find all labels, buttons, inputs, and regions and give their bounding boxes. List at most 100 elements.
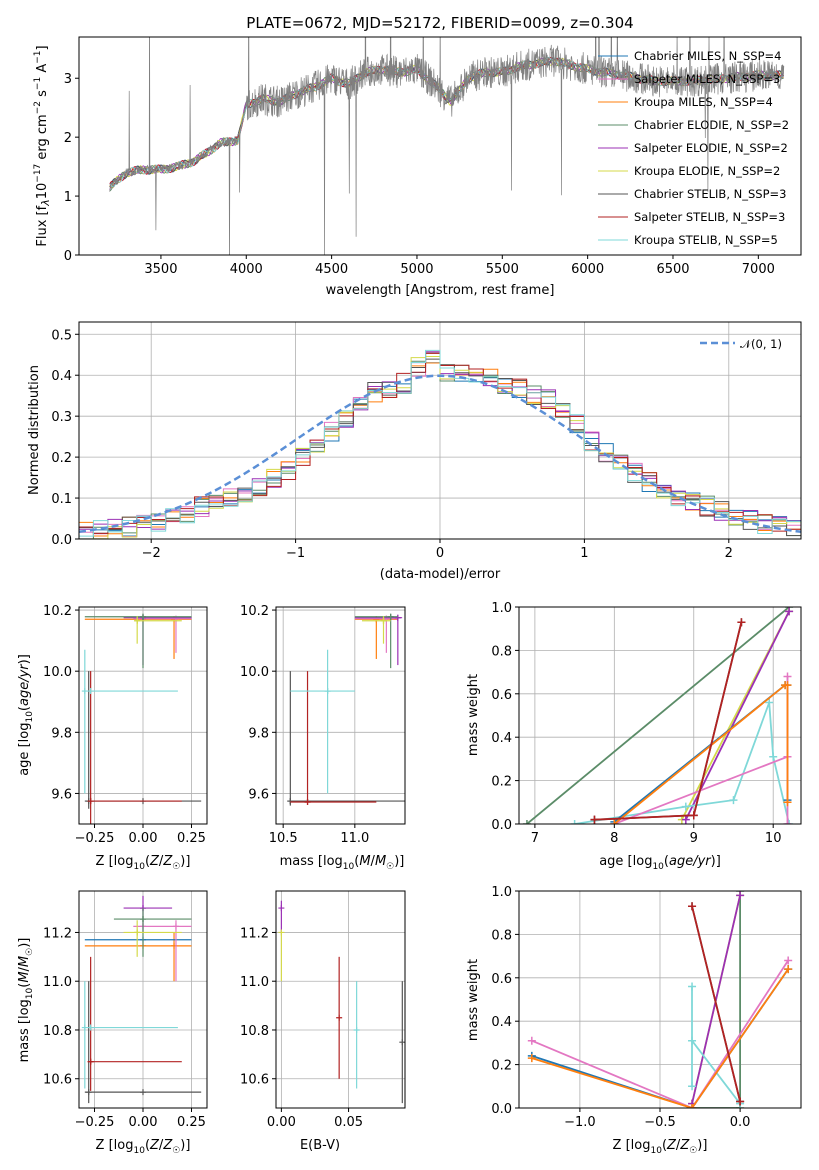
y-tick-label: 0.4 <box>51 369 72 384</box>
axes-frame <box>518 606 802 825</box>
axes-frame <box>275 606 406 825</box>
legend-label: Chabrier ELODIE, N_SSP=2 <box>634 118 789 132</box>
series-line <box>691 905 741 1102</box>
legend-label: Kroupa STELIB, N_SSP=5 <box>634 233 778 247</box>
axes-frame <box>78 321 802 540</box>
y-tick-label: 10.6 <box>43 1073 72 1088</box>
series-marker <box>688 1036 697 1045</box>
point-marker <box>278 929 285 936</box>
y-tick-label: 10.0 <box>43 665 72 680</box>
series-marker <box>784 965 793 974</box>
point-marker <box>399 1039 405 1046</box>
z-age-panel: −0.25 0.00 0.25 9.6 9.8 10.0 10.2 <box>43 604 208 846</box>
x-tick-label: 10.5 <box>269 831 298 846</box>
age-massweight-ylabel: mass weight <box>466 674 481 756</box>
axes-frame <box>78 36 802 256</box>
x-tick-label: 7 <box>531 831 539 846</box>
legend-label: Salpeter MILES, N_SSP=3 <box>634 72 780 86</box>
y-tick-label: 1.0 <box>491 885 512 900</box>
age-massweight-panel: 7 8 9 10 0.0 0.2 0.4 0.6 0.8 1.0 <box>491 601 802 846</box>
point-marker <box>140 916 146 923</box>
y-tick-label: 0.3 <box>51 410 72 425</box>
x-tick-label: 9 <box>690 831 698 846</box>
point-marker <box>87 1024 94 1031</box>
series-marker <box>769 752 778 761</box>
point-marker <box>140 1089 146 1096</box>
x-tick-label: 0.05 <box>334 1115 363 1130</box>
series-marker <box>783 672 792 681</box>
y-tick-label: 0.8 <box>491 644 512 659</box>
y-tick-label: 0.8 <box>491 928 512 943</box>
y-tick-label: 10.2 <box>240 604 269 619</box>
series-line <box>531 959 789 1108</box>
series-marker <box>689 811 698 820</box>
point-marker <box>304 798 311 805</box>
y-tick-label: 0.1 <box>51 492 72 507</box>
x-tick-label: 0.00 <box>129 1115 158 1130</box>
spectrum-xlabel: wavelength [Angstrom, rest frame] <box>326 283 555 298</box>
series-line <box>526 607 790 824</box>
z-age-xlabel: Z [log10(Z/Z☉)] <box>96 854 191 872</box>
series-marker <box>783 820 792 824</box>
x-tick-label: 5500 <box>486 262 519 277</box>
histogram-legend: 𝒩(0, 1) <box>700 337 782 351</box>
point-marker <box>172 923 179 930</box>
y-tick-label: 9.8 <box>51 726 72 741</box>
y-tick-label: 0.2 <box>491 775 512 790</box>
series-marker <box>688 1104 697 1108</box>
x-tick-label: −1 <box>286 546 305 561</box>
point-marker <box>278 905 285 912</box>
point-marker <box>324 688 331 695</box>
point-marker <box>134 617 141 624</box>
x-tick-label: −0.25 <box>75 1115 115 1130</box>
x-tick-label: 0.00 <box>267 1115 296 1130</box>
histogram-ylabel: Normed distribution <box>27 365 42 495</box>
series-marker <box>737 618 746 627</box>
series-marker <box>522 820 531 824</box>
point-marker <box>140 613 146 620</box>
y-tick-label: 0.4 <box>491 731 512 746</box>
ebv-mass-xlabel: E(B-V) <box>300 1138 340 1153</box>
x-tick-label: 4000 <box>230 262 263 277</box>
axes-frame <box>78 606 208 825</box>
x-tick-label: 8 <box>610 831 618 846</box>
x-tick-label: −0.5 <box>644 1115 676 1130</box>
histogram-step <box>79 356 801 539</box>
point-marker <box>387 613 394 620</box>
y-tick-label: 0.6 <box>491 972 512 987</box>
x-tick-label: 0.25 <box>177 1115 206 1130</box>
legend-label: Salpeter STELIB, N_SSP=3 <box>634 210 785 224</box>
x-tick-label: 6500 <box>656 262 689 277</box>
y-tick-label: 0 <box>64 249 72 264</box>
series-marker <box>688 982 697 991</box>
series-marker <box>527 1054 536 1063</box>
chart-title: PLATE=0672, MJD=52172, FIBERID=0099, z=0… <box>246 14 633 32</box>
series-line <box>691 895 741 1104</box>
point-marker <box>87 688 94 695</box>
series-marker <box>785 820 794 824</box>
series-line <box>613 684 789 824</box>
series-marker <box>785 607 794 616</box>
x-tick-label: 10 <box>765 831 782 846</box>
y-tick-label: 11.0 <box>43 975 72 990</box>
y-tick-label: 10.0 <box>240 665 269 680</box>
y-tick-label: 0.2 <box>491 1059 512 1074</box>
point-marker <box>336 1014 343 1021</box>
y-tick-label: 10.2 <box>43 604 72 619</box>
y-tick-label: 0.2 <box>51 451 72 466</box>
x-tick-label: 6000 <box>571 262 604 277</box>
point-marker <box>287 798 294 805</box>
axes-frame <box>78 890 208 1109</box>
plot-area <box>81 613 202 824</box>
point-marker <box>85 1089 92 1096</box>
histogram-step <box>79 349 801 539</box>
series-marker <box>570 820 579 824</box>
point-marker <box>81 1024 88 1031</box>
x-tick-label: 7000 <box>742 262 775 277</box>
series-line <box>684 610 790 821</box>
plot-area <box>527 891 793 1108</box>
series-line <box>531 968 789 1108</box>
mass-age-panel: 10.5 11.0 9.6 9.8 10.0 10.2 <box>240 604 406 846</box>
x-tick-label: 5000 <box>400 262 433 277</box>
series-marker <box>765 698 774 707</box>
